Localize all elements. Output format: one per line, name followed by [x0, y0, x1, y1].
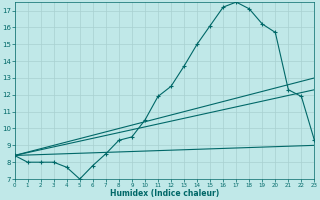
X-axis label: Humidex (Indice chaleur): Humidex (Indice chaleur): [110, 189, 219, 198]
